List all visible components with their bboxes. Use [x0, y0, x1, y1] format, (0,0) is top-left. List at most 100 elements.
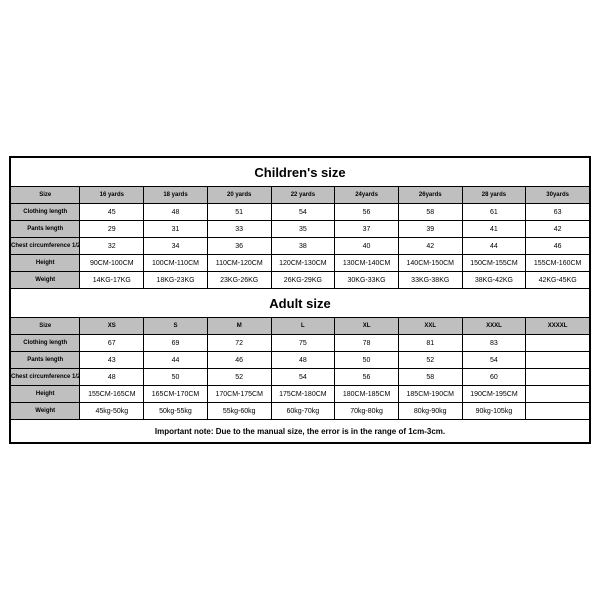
cell: 63 — [526, 204, 590, 221]
children-header-18: 18 yards — [144, 187, 208, 204]
cell: 69 — [144, 335, 208, 352]
cell: 37 — [335, 221, 399, 238]
cell: 36 — [207, 238, 271, 255]
children-row-clothing-length: Clothing length 45 48 51 54 56 58 61 63 — [11, 204, 590, 221]
adult-header-s: S — [144, 318, 208, 335]
row-label: Height — [11, 386, 80, 403]
cell: 43 — [80, 352, 144, 369]
adult-header-xxxxl: XXXXL — [526, 318, 590, 335]
cell: 40 — [335, 238, 399, 255]
adult-header-size: Size — [11, 318, 80, 335]
cell: 34 — [144, 238, 208, 255]
cell: 46 — [526, 238, 590, 255]
cell: 45kg-50kg — [80, 403, 144, 420]
cell: 18KG-23KG — [144, 272, 208, 289]
cell: 110CM-120CM — [207, 255, 271, 272]
children-header-row: Size 16 yards 18 yards 20 yards 22 yards… — [11, 187, 590, 204]
cell: 32 — [80, 238, 144, 255]
cell: 155CM-165CM — [80, 386, 144, 403]
cell: 190CM-195CM — [462, 386, 526, 403]
cell — [526, 386, 590, 403]
cell: 48 — [80, 369, 144, 386]
adult-title: Adult size — [11, 289, 590, 318]
cell: 46 — [207, 352, 271, 369]
cell: 54 — [271, 204, 335, 221]
children-title-row: Children's size — [11, 158, 590, 187]
adult-header-xs: XS — [80, 318, 144, 335]
cell: 44 — [144, 352, 208, 369]
cell: 38KG-42KG — [462, 272, 526, 289]
adult-header-m: M — [207, 318, 271, 335]
children-header-30: 30yards — [526, 187, 590, 204]
cell: 55kg-60kg — [207, 403, 271, 420]
important-note: Important note: Due to the manual size, … — [11, 420, 590, 443]
cell: 52 — [398, 352, 462, 369]
cell: 81 — [398, 335, 462, 352]
cell: 54 — [462, 352, 526, 369]
cell — [526, 369, 590, 386]
row-label: Clothing length — [11, 335, 80, 352]
cell: 42 — [526, 221, 590, 238]
cell — [526, 352, 590, 369]
cell: 48 — [271, 352, 335, 369]
children-header-26: 26yards — [398, 187, 462, 204]
cell: 44 — [462, 238, 526, 255]
cell: 58 — [398, 369, 462, 386]
cell: 23KG-26KG — [207, 272, 271, 289]
children-header-size: Size — [11, 187, 80, 204]
cell: 60 — [462, 369, 526, 386]
row-label: Chest circumference 1/2 — [11, 369, 80, 386]
cell: 39 — [398, 221, 462, 238]
children-header-28: 28 yards — [462, 187, 526, 204]
cell: 67 — [80, 335, 144, 352]
cell: 165CM-170CM — [144, 386, 208, 403]
cell: 83 — [462, 335, 526, 352]
row-label: Pants length — [11, 221, 80, 238]
cell: 56 — [335, 204, 399, 221]
cell: 45 — [80, 204, 144, 221]
cell: 80kg-90kg — [398, 403, 462, 420]
cell: 78 — [335, 335, 399, 352]
cell: 42KG-45KG — [526, 272, 590, 289]
adult-title-row: Adult size — [11, 289, 590, 318]
adult-header-row: Size XS S M L XL XXL XXXL XXXXL — [11, 318, 590, 335]
cell: 58 — [398, 204, 462, 221]
children-row-height: Height 90CM-100CM 100CM-110CM 110CM-120C… — [11, 255, 590, 272]
cell: 33 — [207, 221, 271, 238]
cell: 150CM-155CM — [462, 255, 526, 272]
cell: 60kg-70kg — [271, 403, 335, 420]
cell: 51 — [207, 204, 271, 221]
cell: 155CM-160CM — [526, 255, 590, 272]
row-label: Pants length — [11, 352, 80, 369]
children-header-24: 24yards — [335, 187, 399, 204]
children-header-22: 22 yards — [271, 187, 335, 204]
cell — [526, 403, 590, 420]
cell: 70kg-80kg — [335, 403, 399, 420]
page-container: Children's size Size 16 yards 18 yards 2… — [0, 0, 600, 600]
row-label: Weight — [11, 272, 80, 289]
adult-row-clothing-length: Clothing length 67 69 72 75 78 81 83 — [11, 335, 590, 352]
cell: 185CM-190CM — [398, 386, 462, 403]
cell: 35 — [271, 221, 335, 238]
cell — [526, 335, 590, 352]
row-label: Chest circumference 1/2 — [11, 238, 80, 255]
cell: 120CM-130CM — [271, 255, 335, 272]
cell: 31 — [144, 221, 208, 238]
note-row: Important note: Due to the manual size, … — [11, 420, 590, 443]
cell: 140CM-150CM — [398, 255, 462, 272]
cell: 42 — [398, 238, 462, 255]
cell: 170CM-175CM — [207, 386, 271, 403]
size-chart-table: Children's size Size 16 yards 18 yards 2… — [10, 157, 590, 443]
cell: 61 — [462, 204, 526, 221]
cell: 50kg-55kg — [144, 403, 208, 420]
cell: 90kg-105kg — [462, 403, 526, 420]
children-row-weight: Weight 14KG-17KG 18KG-23KG 23KG-26KG 26K… — [11, 272, 590, 289]
cell: 30KG-33KG — [335, 272, 399, 289]
adult-row-weight: Weight 45kg-50kg 50kg-55kg 55kg-60kg 60k… — [11, 403, 590, 420]
cell: 75 — [271, 335, 335, 352]
row-label: Weight — [11, 403, 80, 420]
adult-header-xxxl: XXXL — [462, 318, 526, 335]
row-label: Height — [11, 255, 80, 272]
cell: 50 — [335, 352, 399, 369]
children-row-pants-length: Pants length 29 31 33 35 37 39 41 42 — [11, 221, 590, 238]
